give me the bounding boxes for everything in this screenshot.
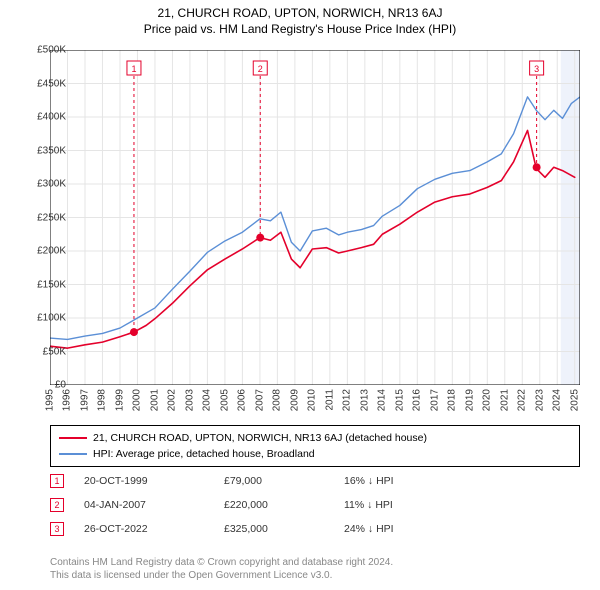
legend-label: 21, CHURCH ROAD, UPTON, NORWICH, NR13 6A… [93,432,427,444]
sale-price: £325,000 [224,523,344,535]
x-tick-label: 2023 [534,389,545,411]
sale-delta: 11% ↓ HPI [344,499,580,511]
sale-delta: 16% ↓ HPI [344,475,580,487]
svg-text:3: 3 [534,64,539,74]
x-tick-label: 2011 [324,389,335,411]
x-tick-label: 2013 [359,389,370,411]
y-tick-label: £150K [37,279,66,290]
legend-item: HPI: Average price, detached house, Broa… [59,446,571,462]
footer-line: Contains HM Land Registry data © Crown c… [50,556,393,569]
x-tick-label: 1997 [79,389,90,411]
x-tick-label: 2020 [482,389,493,411]
sale-row: 3 26-OCT-2022 £325,000 24% ↓ HPI [50,522,580,536]
x-tick-label: 2022 [517,389,528,411]
svg-text:2: 2 [258,64,263,74]
sale-marker-icon: 2 [50,498,64,512]
footer: Contains HM Land Registry data © Crown c… [50,556,393,582]
sale-delta: 24% ↓ HPI [344,523,580,535]
x-tick-label: 2019 [464,389,475,411]
sale-price: £79,000 [224,475,344,487]
x-tick-label: 2025 [569,389,580,411]
title-address: 21, CHURCH ROAD, UPTON, NORWICH, NR13 6A… [0,6,600,20]
y-tick-label: £300K [37,179,66,190]
sale-date: 04-JAN-2007 [84,499,224,511]
y-tick-label: £450K [37,78,66,89]
sale-date: 20-OCT-1999 [84,475,224,487]
sale-marker-icon: 3 [50,522,64,536]
x-tick-label: 1999 [114,389,125,411]
x-tick-label: 2009 [289,389,300,411]
y-tick-label: £500K [37,45,66,56]
chart: 1 2 3 [50,50,580,385]
sale-marker-icon: 1 [50,474,64,488]
y-tick-label: £100K [37,313,66,324]
y-tick-label: £350K [37,145,66,156]
x-tick-label: 2008 [272,389,283,411]
legend-item: 21, CHURCH ROAD, UPTON, NORWICH, NR13 6A… [59,430,571,446]
x-tick-label: 2004 [202,389,213,411]
footer-line: This data is licensed under the Open Gov… [50,569,393,582]
page-root: 21, CHURCH ROAD, UPTON, NORWICH, NR13 6A… [0,0,600,590]
x-tick-label: 2007 [254,389,265,411]
x-tick-label: 2018 [447,389,458,411]
x-tick-label: 2014 [377,389,388,411]
legend-swatch [59,437,87,439]
x-tick-label: 2003 [184,389,195,411]
x-tick-label: 2002 [167,389,178,411]
x-tick-label: 2005 [219,389,230,411]
sale-row: 2 04-JAN-2007 £220,000 11% ↓ HPI [50,498,580,512]
x-tick-label: 2021 [499,389,510,411]
x-tick-label: 2001 [149,389,160,411]
x-tick-label: 2015 [394,389,405,411]
sale-row: 1 20-OCT-1999 £79,000 16% ↓ HPI [50,474,580,488]
legend: 21, CHURCH ROAD, UPTON, NORWICH, NR13 6A… [50,425,580,467]
sale-date: 26-OCT-2022 [84,523,224,535]
x-tick-label: 2024 [552,389,563,411]
y-tick-label: £50K [43,346,66,357]
y-tick-label: £200K [37,246,66,257]
y-tick-label: £250K [37,212,66,223]
svg-text:1: 1 [131,64,136,74]
x-tick-label: 2000 [132,389,143,411]
legend-swatch [59,453,87,455]
x-tick-label: 2017 [429,389,440,411]
x-tick-label: 1996 [62,389,73,411]
x-tick-label: 1995 [45,389,56,411]
x-tick-label: 2012 [342,389,353,411]
legend-label: HPI: Average price, detached house, Broa… [93,448,315,460]
chart-svg: 1 2 3 [50,50,580,385]
title-subtitle: Price paid vs. HM Land Registry's House … [0,22,600,36]
title-block: 21, CHURCH ROAD, UPTON, NORWICH, NR13 6A… [0,0,600,36]
x-tick-label: 2016 [412,389,423,411]
x-tick-label: 2010 [307,389,318,411]
sale-price: £220,000 [224,499,344,511]
y-tick-label: £400K [37,112,66,123]
x-tick-label: 2006 [237,389,248,411]
x-tick-label: 1998 [97,389,108,411]
